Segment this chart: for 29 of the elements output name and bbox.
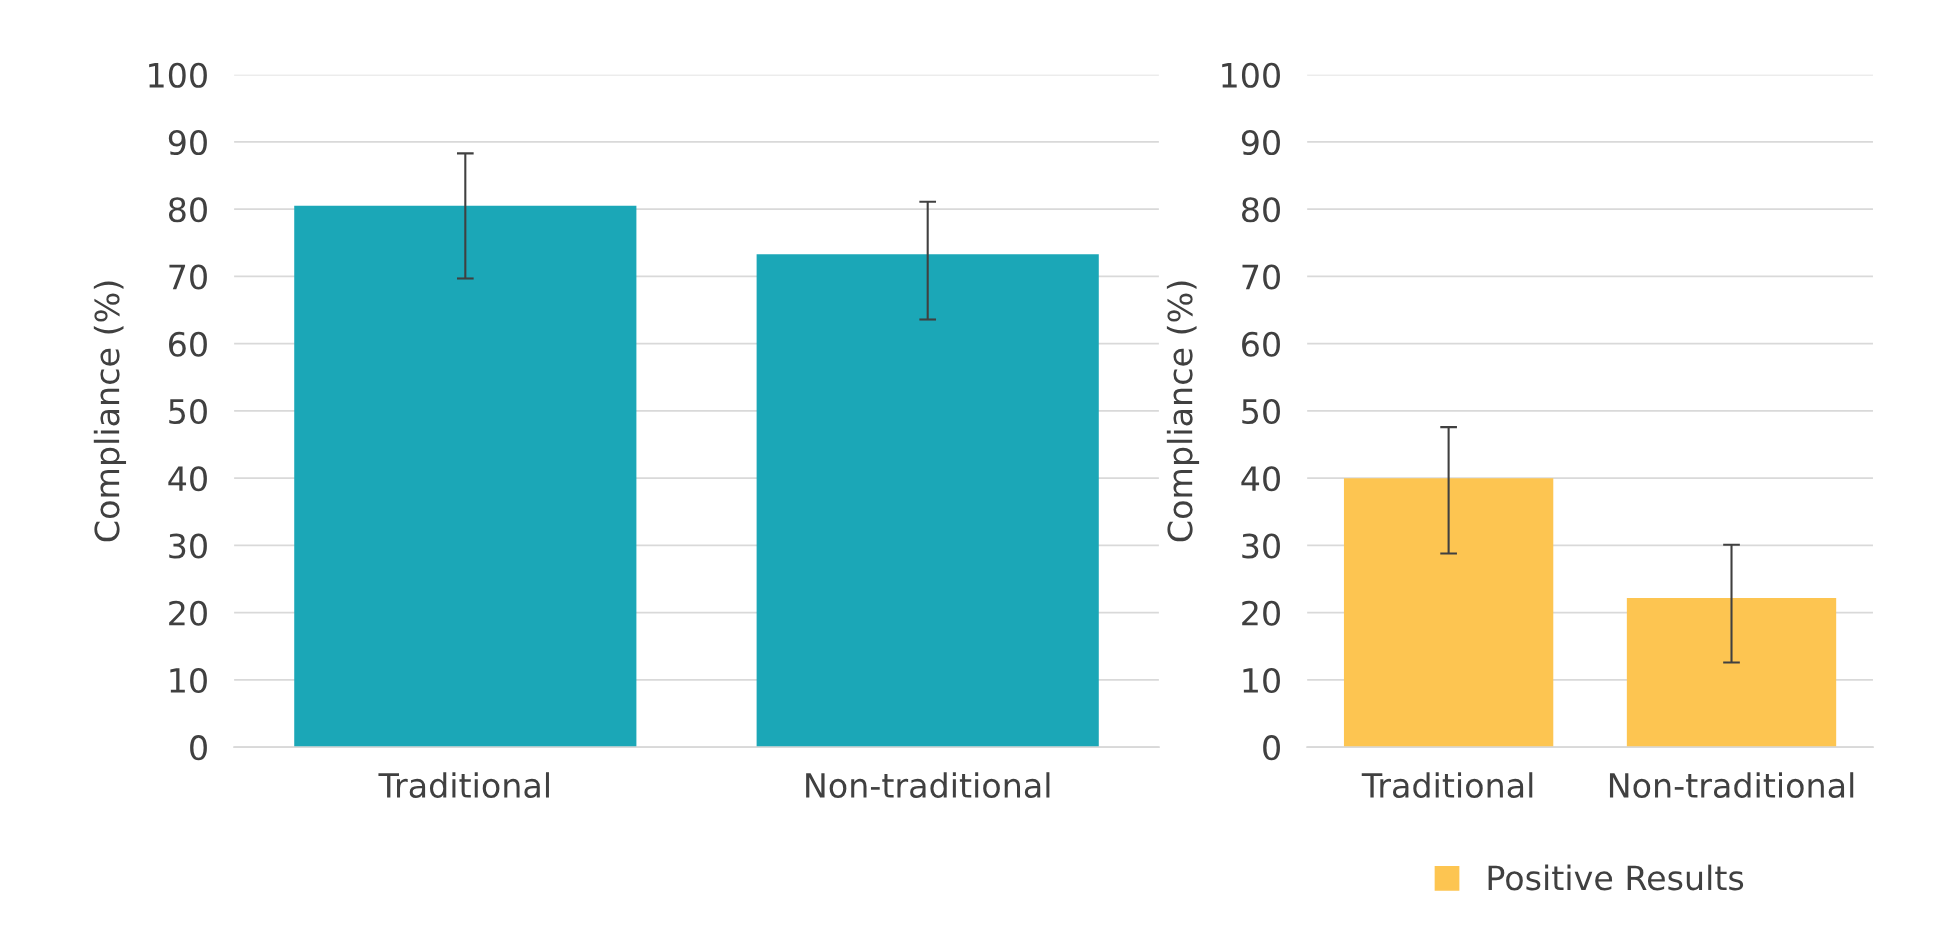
x-tick-label: Traditional [1361,772,1533,798]
y-tick-label: 60 [169,331,207,357]
y-tick-label: 30 [1242,533,1280,559]
y-tick-label: 90 [168,129,207,156]
y-tick-label: 10 [170,667,207,694]
x-tick-label: Non-traditional [806,772,1050,798]
legend-label: Positive Results [1488,864,1744,891]
y-tick-label: 10 [1243,667,1280,694]
y-tick-label: 50 [169,398,207,425]
y-tick-label: 100 [149,62,207,88]
y-tick-label: 70 [169,264,207,290]
y-tick-label: 30 [169,533,207,559]
x-tick-label: Non-traditional [1609,772,1854,798]
y-axis-title: Compliance (%) [1166,281,1200,542]
y-tick-label: 40 [1241,466,1280,492]
x-tick-label: Traditional [378,772,549,798]
y-tick-label: 80 [168,197,207,223]
y-tick-label: 40 [168,466,207,492]
y-tick-label: 20 [169,600,207,626]
y-tick-label: 20 [1242,600,1280,626]
y-tick-label: 100 [1222,62,1280,88]
y-axis-title: Compliance (%) [93,281,127,542]
y-tick-label: 0 [1263,735,1280,761]
y-tick-label: 50 [1242,398,1280,425]
y-tick-label: 80 [1242,197,1280,223]
y-tick-label: 70 [1242,264,1280,290]
y-tick-label: 0 [190,735,207,761]
y-tick-label: 60 [1242,331,1280,357]
y-tick-label: 90 [1241,129,1280,156]
